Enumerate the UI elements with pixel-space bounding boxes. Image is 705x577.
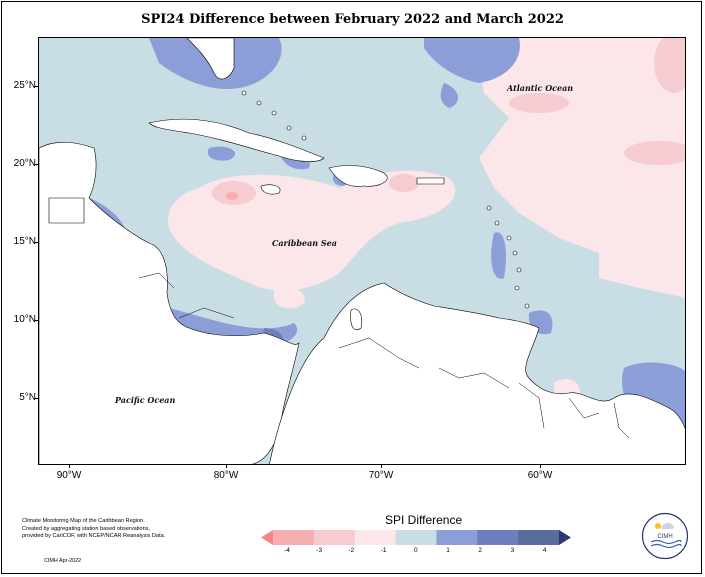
y-tick-5n: 5°N (19, 392, 36, 403)
x-tick-60w: 60°W (527, 470, 553, 481)
map-title: SPI24 Difference between February 2022 a… (141, 12, 564, 27)
legend-swatch (395, 530, 437, 545)
cimh-logo: CIMH (641, 512, 689, 560)
x-tickmark (69, 465, 70, 468)
logo-text: CIMH (657, 534, 672, 540)
legend-swatch (436, 530, 478, 545)
legend-tick-label: -1 (380, 547, 387, 554)
y-tick-20n: 20°N (13, 158, 36, 169)
caption-line-2: Created by aggregating station based obs… (22, 525, 151, 532)
legend-swatch (477, 530, 519, 545)
legend-swatch (354, 530, 397, 545)
label-atlantic-ocean: Atlantic Ocean (507, 83, 574, 93)
legend-tick-label: 0 (413, 547, 418, 554)
y-tick-10n: 10°N (13, 314, 36, 325)
legend-tick-label: -3 (316, 547, 323, 554)
country-borders (138, 272, 630, 439)
y-tickmark (35, 86, 38, 87)
legend-swatch (518, 530, 560, 545)
moderate-negative-areas (212, 38, 685, 205)
legend-tick-label: 1 (446, 547, 450, 554)
y-tick-25n: 25°N (13, 80, 36, 91)
caption-line-3: provided by CariCOF, with NCEP/NCAR Rean… (22, 533, 166, 539)
spi-difference-map: Atlantic Ocean Caribbean Sea Pacific Oce… (38, 37, 686, 465)
legend-title: SPI Difference (385, 513, 463, 527)
strong-negative-areas (226, 192, 238, 200)
legend-tick-label: -4 (284, 547, 290, 554)
map-caption: Climate Monitoring Map of the Caribbean … (22, 518, 165, 541)
x-tick-70w: 70°W (368, 470, 394, 481)
legend-swatch (559, 530, 571, 545)
x-tickmark (381, 465, 382, 468)
caption-line-1: Climate Monitoring Map of the Caribbean … (22, 518, 145, 524)
map-canvas (39, 38, 685, 464)
y-tick-15n: 15°N (13, 236, 36, 247)
x-tickmark (540, 465, 541, 468)
legend-tick-label: 3 (510, 547, 515, 554)
legend-swatch (313, 530, 356, 545)
legend-swatch (261, 530, 273, 545)
legend-swatch (273, 530, 315, 545)
y-tickmark (35, 398, 38, 399)
y-tickmark (35, 242, 38, 243)
legend-colorbar (261, 530, 571, 545)
legend-tick-label: 2 (478, 547, 482, 554)
label-caribbean-sea: Caribbean Sea (272, 238, 337, 248)
x-tick-80w: 80°W (213, 470, 239, 481)
land-masses (39, 38, 685, 464)
y-tickmark (35, 164, 38, 165)
label-pacific-ocean: Pacific Ocean (115, 395, 176, 405)
legend-tick-label: 4 (542, 547, 547, 554)
y-tickmark (35, 320, 38, 321)
x-tickmark (226, 465, 227, 468)
x-tick-90w: 90°W (56, 470, 82, 481)
legend-tick-label: -2 (348, 547, 355, 554)
caption-date: CIMH Apr-2022 (44, 558, 82, 564)
